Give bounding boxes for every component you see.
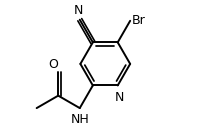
Text: N: N — [74, 4, 83, 17]
Text: O: O — [48, 58, 58, 71]
Text: NH: NH — [70, 113, 89, 126]
Text: N: N — [115, 91, 124, 104]
Text: Br: Br — [132, 14, 146, 27]
